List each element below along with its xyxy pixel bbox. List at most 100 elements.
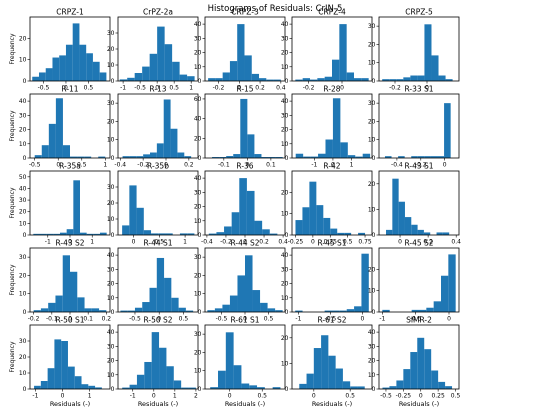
x-tick-label: -0.5	[216, 316, 228, 323]
y-tick-label: 20	[281, 50, 289, 57]
y-tick-label: 20	[281, 281, 289, 288]
histogram-bar	[411, 309, 419, 312]
x-tick-label: 0.5	[77, 162, 87, 169]
histogram-bar	[398, 156, 405, 158]
y-tick-label: 10	[19, 57, 27, 64]
y-tick-label: 20	[194, 135, 202, 142]
histogram-bar	[337, 232, 345, 235]
y-tick-label: 0	[285, 232, 289, 239]
panel-title: R-50 S2	[143, 316, 172, 325]
x-tick-label: 0	[398, 239, 402, 246]
histogram-bar	[179, 233, 188, 235]
panel-title: R-45 S1	[317, 239, 346, 248]
x-tick-label: -0.1	[46, 316, 58, 323]
histogram-panel: -0.5 -0.25 0 0.25 0.5 0 10 20 30 40 SIMR-2 Residual…	[368, 316, 461, 409]
histogram-bar	[332, 310, 340, 312]
histogram-bar	[254, 154, 262, 158]
histogram-bar	[295, 220, 303, 235]
histogram-bar	[99, 310, 107, 312]
histogram-bar	[426, 307, 434, 312]
x-tick-label: -0.5	[325, 316, 337, 323]
histogram-bar	[251, 73, 260, 81]
y-tick-label: 0	[111, 232, 115, 239]
histogram-bar	[306, 373, 314, 389]
panel-title: R-35b	[147, 162, 169, 171]
histogram-bar	[122, 225, 130, 235]
x-tick-label: -0.5	[129, 316, 141, 323]
histogram-bar	[267, 308, 276, 312]
histogram-bar	[77, 156, 85, 158]
histogram-bar	[61, 341, 68, 389]
panel-title: R-13	[149, 85, 166, 94]
x-tick-label: 0	[61, 393, 65, 400]
histogram-bar	[187, 233, 195, 235]
y-tick-label: 20	[368, 358, 376, 365]
y-tick-label: 10	[107, 62, 115, 69]
histogram-bar	[215, 78, 223, 81]
histogram-bar	[295, 79, 303, 81]
y-tick-label: 20	[281, 189, 289, 196]
y-tick-label: 20	[368, 266, 376, 273]
axes-frame	[291, 93, 373, 159]
histogram-panel: -0.1 0 0.1 0 20 40 60 R-15	[194, 85, 286, 169]
histogram-bar	[431, 370, 439, 389]
x-tick-label: -1	[130, 393, 136, 400]
y-tick-label: 10	[368, 206, 376, 213]
histogram-bar	[299, 383, 307, 389]
y-tick-label: 10	[19, 141, 27, 148]
histogram-bar	[411, 156, 418, 158]
y-tick-label: 0	[372, 232, 376, 239]
histogram-bar	[273, 79, 281, 81]
y-tick-label: 0	[23, 78, 27, 85]
histogram-bar	[54, 339, 62, 389]
histogram-bar	[65, 44, 73, 81]
x-tick-label: 0	[68, 316, 72, 323]
histogram-bar	[332, 98, 341, 158]
x-tick-label: 0.2	[102, 316, 112, 323]
x-tick-label: 0.5	[343, 239, 353, 246]
histogram-bar	[444, 103, 451, 158]
y-tick-label: 10	[368, 372, 376, 379]
histogram-bar	[166, 366, 174, 389]
histogram-bar	[208, 78, 216, 81]
histogram-bar	[122, 156, 130, 158]
histogram-bar	[249, 385, 258, 389]
histogram-bar	[309, 181, 317, 235]
histogram-bar	[445, 79, 453, 81]
histogram-bar	[302, 207, 310, 235]
x-tick-label: 1	[183, 239, 187, 246]
histogram-bar	[41, 145, 49, 158]
histogram-bar	[34, 385, 41, 389]
panel-title: R-43 S1	[404, 162, 433, 171]
panel-title: SIMR-2	[406, 316, 432, 325]
histogram-bar	[339, 24, 347, 81]
y-tick-label: 40	[194, 116, 202, 123]
histogram-bar	[177, 152, 185, 158]
y-tick-label: 0	[372, 386, 376, 393]
y-tick-label: 0	[198, 232, 202, 239]
x-tick-label: 0.5	[155, 239, 165, 246]
histogram-bar	[52, 57, 60, 81]
histogram-bar	[237, 24, 245, 81]
histogram-bar	[216, 232, 225, 235]
histogram-bar	[171, 297, 179, 312]
y-tick-label: 10	[194, 218, 202, 225]
y-tick-label: 0	[23, 155, 27, 162]
histogram-bar	[417, 75, 425, 81]
histogram-bar	[342, 381, 351, 389]
histogram-bar	[403, 77, 411, 81]
histogram-bar	[433, 301, 441, 312]
x-tick-label: 1	[88, 393, 92, 400]
histogram-bar	[417, 337, 425, 389]
histogram-bar	[424, 24, 432, 81]
y-tick-label: 10	[368, 137, 376, 144]
axes-frame	[291, 16, 373, 82]
x-tick-label: 0.4	[276, 85, 286, 92]
histogram-bar	[81, 384, 89, 389]
histogram-bar	[40, 233, 47, 235]
